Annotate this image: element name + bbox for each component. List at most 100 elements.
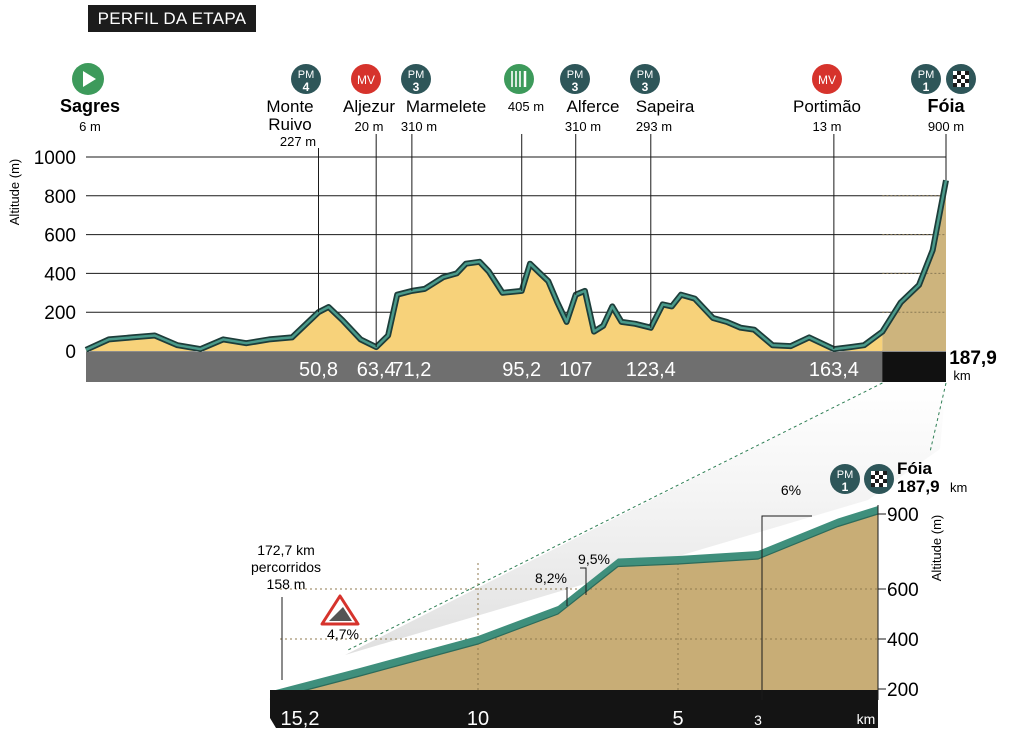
checker-cell (875, 479, 879, 483)
checker-cell (875, 483, 879, 487)
checker-cell (965, 71, 969, 75)
main-y-axis-label: Altitude (m) (7, 159, 22, 225)
warning-slope (329, 607, 352, 621)
grade-marker (761, 515, 812, 540)
checker-cell (871, 475, 875, 479)
badge-label: PM (298, 69, 315, 81)
mountain-prize-badge: PM4 (291, 64, 321, 94)
feed-icon-circle (504, 64, 534, 94)
checker-cell (957, 79, 961, 83)
badge-category: 3 (642, 80, 649, 94)
checker-cell (957, 83, 961, 87)
checker-cell (961, 71, 965, 75)
start-icon-triangle (83, 71, 96, 87)
badge-circle (830, 464, 860, 494)
profile-area (86, 261, 883, 351)
checker-cell (883, 475, 887, 479)
distance-band-final (882, 352, 946, 382)
sprint-badge: MV (812, 64, 842, 94)
point-name: Aljezur (343, 97, 395, 116)
checker-cell (953, 83, 957, 87)
point-altitude: 227 m (280, 134, 316, 149)
main-y-tick-label: 0 (65, 342, 76, 363)
km-mark-label: 107 (559, 359, 592, 381)
climb-y-tick-label: 400 (887, 630, 919, 651)
point-name: Sagres (60, 96, 120, 116)
checker-cell (871, 483, 875, 487)
finish-flag-icon (864, 464, 894, 494)
point-name: Portimão (793, 97, 861, 116)
checker-cell (883, 483, 887, 487)
total-distance-unit: km (953, 368, 970, 383)
point-name-line: Monte (266, 97, 313, 116)
checker-cell (879, 483, 883, 487)
sprint-badge: MV (351, 64, 381, 94)
checker-cell (871, 479, 875, 483)
sprint-badge-circle (351, 64, 381, 94)
point-name: Fóia (927, 96, 965, 116)
checker-cell (875, 475, 879, 479)
main-y-tick-label: 400 (44, 264, 76, 285)
climb-start-label: 172,7 km (257, 542, 315, 558)
climb-x-tick-label: 10 (467, 708, 489, 730)
checker-cell (871, 471, 875, 475)
climb-finish-unit: km (950, 480, 967, 495)
km-mark-label: 71,2 (392, 359, 431, 381)
mountain-prize-badge-circle (911, 64, 941, 94)
checker-cell (879, 479, 883, 483)
climb-grade-label: 6% (781, 482, 801, 498)
point-name: Marmelete (406, 97, 486, 116)
mountain-prize-badge: PM3 (560, 64, 590, 94)
km-mark-label: 163,4 (809, 359, 859, 381)
point-altitude: 310 m (401, 119, 437, 134)
climb-area (270, 514, 878, 700)
climb-y-tick-label: 600 (887, 580, 919, 601)
checker-cell (953, 79, 957, 83)
mountain-prize-badge-circle (291, 64, 321, 94)
point-altitude: 13 m (813, 119, 842, 134)
total-distance-label: 187,9 (949, 348, 997, 369)
checker-cell (961, 79, 965, 83)
badge-category: 3 (572, 80, 579, 94)
climb-start-label: 158 m (267, 576, 306, 592)
climb-grade-label: 9,5% (578, 551, 610, 567)
climb-grade-warning: 4,7% (327, 626, 359, 642)
checker-cell (961, 83, 965, 87)
start-flag-icon (72, 63, 104, 95)
mountain-prize-badge-circle (401, 64, 431, 94)
main-y-tick-label: 800 (44, 187, 76, 208)
climb-y-axis-label: Altitude (m) (929, 515, 944, 581)
checker-cell (875, 471, 879, 475)
km-mark-label: 95,2 (502, 359, 541, 381)
climb-x-tick-label: 15,2 (281, 708, 320, 730)
badge-label: PM (918, 69, 935, 81)
mountain-prize-badge-circle (630, 64, 660, 94)
point-name: Alferce (567, 97, 620, 116)
point-altitude: 900 m (928, 119, 964, 134)
checker-cell (957, 75, 961, 79)
point-altitude: 20 m (355, 119, 384, 134)
badge-label: PM (637, 69, 654, 81)
mountain-prize-badge: PM3 (401, 64, 431, 94)
climb-x-tick-label: 5 (672, 708, 683, 730)
checker-cell (957, 71, 961, 75)
badge-category: 4 (303, 80, 310, 94)
checker-cell (965, 79, 969, 83)
profile-line (85, 180, 948, 351)
checker-cell (965, 75, 969, 79)
checker-cell (883, 479, 887, 483)
climb-road (270, 506, 878, 700)
point-name: Sapeira (636, 97, 695, 116)
climb-start-label: percorridos (251, 559, 321, 575)
climb-grade-label: 8,2% (535, 570, 567, 586)
climb-finish-km: 187,9 (897, 477, 940, 496)
checker-cell (953, 75, 957, 79)
badge-category: 1 (923, 80, 930, 94)
main-profile (84, 179, 949, 353)
main-y-tick-label: 600 (44, 226, 76, 247)
badge-category: 3 (413, 80, 420, 94)
finish-flag-icon (946, 64, 976, 94)
point-altitude: 293 m (636, 119, 672, 134)
badge-label: MV (818, 73, 836, 87)
